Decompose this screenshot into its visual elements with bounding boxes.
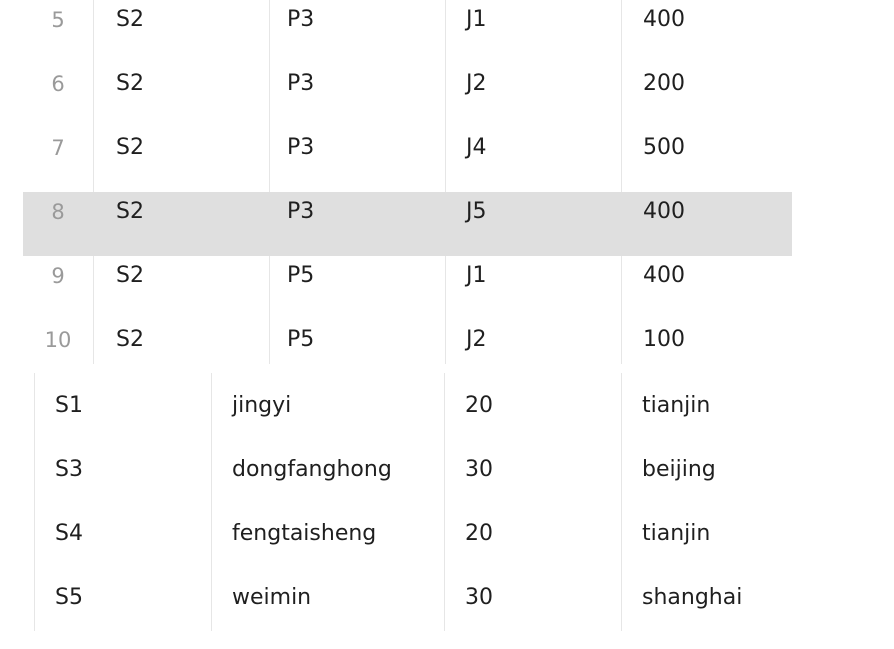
- cell-qty[interactable]: 100: [643, 327, 685, 352]
- cell-pno[interactable]: P3: [287, 71, 315, 96]
- row-number: 7: [51, 136, 65, 160]
- cell-jno[interactable]: J1: [466, 7, 487, 32]
- column-divider: [621, 373, 622, 631]
- table-row[interactable]: S3 dongfanghong 30 beijing: [34, 437, 792, 501]
- cell-jno[interactable]: J1: [466, 263, 487, 288]
- cell-pno[interactable]: P3: [287, 7, 315, 32]
- cell-sno[interactable]: S2: [116, 135, 144, 160]
- cell-jno[interactable]: J2: [466, 71, 487, 96]
- cell-city[interactable]: tianjin: [642, 393, 711, 418]
- cell-status[interactable]: 30: [465, 457, 493, 482]
- column-divider: [93, 0, 94, 364]
- cell-jno[interactable]: J2: [466, 327, 487, 352]
- cell-sname[interactable]: jingyi: [232, 393, 292, 418]
- cell-jno[interactable]: J4: [466, 135, 487, 160]
- cell-status[interactable]: 20: [465, 521, 493, 546]
- cell-sno[interactable]: S2: [116, 263, 144, 288]
- cell-city[interactable]: shanghai: [642, 585, 743, 610]
- cell-qty[interactable]: 400: [643, 199, 685, 224]
- row-number: 10: [44, 328, 72, 352]
- table-row[interactable]: S1 jingyi 20 tianjin: [34, 373, 792, 437]
- column-divider: [621, 0, 622, 364]
- cell-jno[interactable]: J5: [466, 199, 487, 224]
- cell-sno[interactable]: S2: [116, 7, 144, 32]
- cell-sname[interactable]: dongfanghong: [232, 457, 392, 482]
- table-row[interactable]: 6 S2 P3 J2 200: [23, 64, 792, 128]
- cell-sno[interactable]: S2: [116, 199, 144, 224]
- column-divider: [269, 0, 270, 364]
- cell-city[interactable]: tianjin: [642, 521, 711, 546]
- column-divider: [34, 373, 35, 631]
- cell-sno[interactable]: S2: [116, 71, 144, 96]
- cell-sname[interactable]: fengtaisheng: [232, 521, 377, 546]
- table-row[interactable]: 9 S2 P5 J1 400: [23, 256, 792, 320]
- cell-city[interactable]: beijing: [642, 457, 716, 482]
- cell-pno[interactable]: P5: [287, 263, 315, 288]
- table-row[interactable]: 5 S2 P3 J1 400: [23, 0, 792, 64]
- cell-qty[interactable]: 500: [643, 135, 685, 160]
- supplier-table: S1 jingyi 20 tianjin S3 dongfanghong 30 …: [34, 373, 792, 631]
- cell-status[interactable]: 20: [465, 393, 493, 418]
- table-row[interactable]: 7 S2 P3 J4 500: [23, 128, 792, 192]
- table-row-selected[interactable]: 8 S2 P3 J5 400: [23, 192, 792, 256]
- cell-pno[interactable]: P3: [287, 135, 315, 160]
- table-row[interactable]: S5 weimin 30 shanghai: [34, 565, 792, 629]
- row-number: 8: [51, 200, 65, 224]
- cell-pno[interactable]: P3: [287, 199, 315, 224]
- row-number: 5: [51, 8, 65, 32]
- column-divider: [211, 373, 212, 631]
- cell-sno[interactable]: S4: [55, 521, 83, 546]
- cell-qty[interactable]: 400: [643, 7, 685, 32]
- table-row[interactable]: S4 fengtaisheng 20 tianjin: [34, 501, 792, 565]
- cell-status[interactable]: 30: [465, 585, 493, 610]
- row-number: 9: [51, 264, 65, 288]
- row-number: 6: [51, 72, 65, 96]
- cell-qty[interactable]: 400: [643, 263, 685, 288]
- cell-pno[interactable]: P5: [287, 327, 315, 352]
- cell-sno[interactable]: S1: [55, 393, 83, 418]
- cell-sno[interactable]: S2: [116, 327, 144, 352]
- spj-table: 5 S2 P3 J1 400 6 S2 P3 J2 200 7 S2 P3 J4…: [23, 0, 792, 384]
- cell-qty[interactable]: 200: [643, 71, 685, 96]
- cell-sno[interactable]: S5: [55, 585, 83, 610]
- cell-sname[interactable]: weimin: [232, 585, 312, 610]
- column-divider: [444, 373, 445, 631]
- table-row[interactable]: 10 S2 P5 J2 100: [23, 320, 792, 384]
- cell-sno[interactable]: S3: [55, 457, 83, 482]
- column-divider: [445, 0, 446, 364]
